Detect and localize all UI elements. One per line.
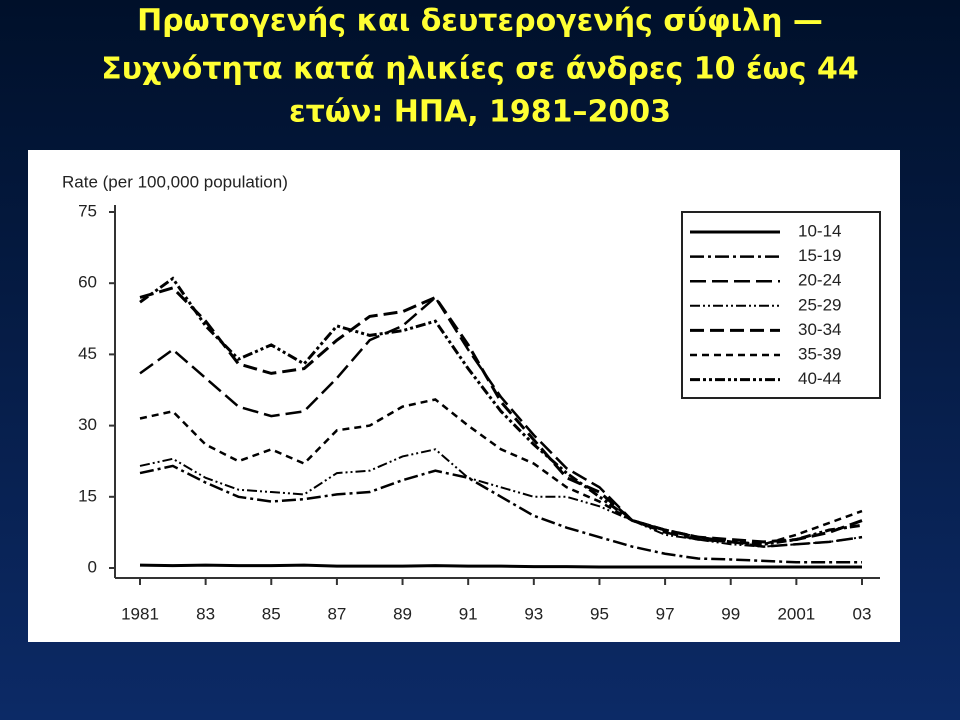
- x-tick-label: 99: [721, 604, 740, 623]
- y-tick-label: 30: [78, 415, 97, 434]
- legend-label: 25-29: [798, 295, 841, 314]
- legend-label: 20-24: [798, 271, 841, 290]
- x-tick-label: 97: [656, 604, 675, 623]
- y-tick-label: 60: [78, 273, 97, 292]
- y-tick-label: 45: [78, 344, 97, 363]
- series-line: [139, 276, 863, 546]
- x-tick-label: 93: [524, 604, 543, 623]
- series-line: [139, 398, 863, 546]
- x-tick-label: 2001: [777, 604, 815, 623]
- x-tick-label: 1981: [121, 604, 159, 623]
- x-tick-label: 95: [590, 604, 609, 623]
- legend-label: 15-19: [798, 246, 841, 265]
- legend-label: 35-39: [798, 344, 841, 363]
- series-line: [139, 448, 863, 548]
- y-axis-label: Rate (per 100,000 population): [62, 172, 288, 191]
- x-tick-label: 91: [459, 604, 478, 623]
- y-tick-label: 75: [78, 201, 97, 220]
- legend-label: 30-34: [798, 320, 841, 339]
- legend-label: 40-44: [798, 369, 841, 388]
- series-line: [139, 563, 862, 569]
- x-tick-label: 03: [853, 604, 872, 623]
- x-tick-label: 83: [196, 604, 215, 623]
- series-line: [139, 464, 862, 564]
- y-tick-label: 15: [78, 486, 97, 505]
- x-tick-label: 87: [327, 604, 346, 623]
- x-tick-label: 89: [393, 604, 412, 623]
- x-tick-label: 85: [262, 604, 281, 623]
- y-tick-label: 0: [88, 557, 97, 576]
- legend: [681, 211, 881, 399]
- chart-title: Πρωτογενής και δευτερογενής σύφιλη —: [137, 4, 823, 39]
- chart-title: ετών: ΗΠΑ, 1981–2003: [289, 95, 671, 130]
- series-line: [139, 286, 863, 544]
- legend-label: 10-14: [798, 221, 841, 240]
- chart-title: Συχνότητα κατά ηλικίες σε άνδρες 10 έως …: [101, 52, 858, 87]
